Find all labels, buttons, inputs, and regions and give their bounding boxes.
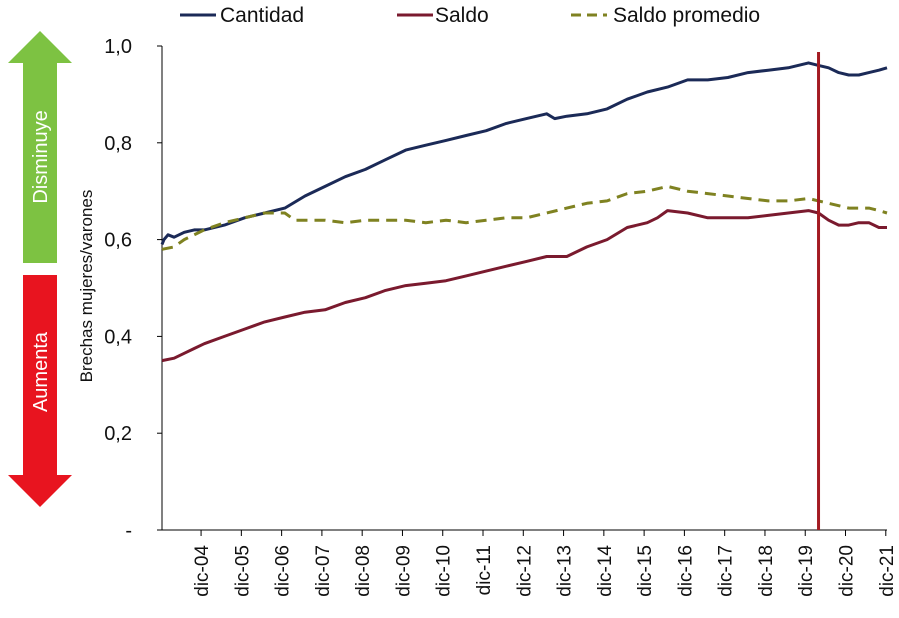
legend-label: Saldo promedio — [613, 4, 760, 27]
x-tick-label: dic-12 — [514, 545, 535, 597]
series-layer — [160, 61, 888, 363]
y-tick-label: 0,6 — [104, 230, 132, 252]
x-tick-label: dic-18 — [756, 545, 777, 597]
x-tick-label: dic-15 — [635, 545, 656, 597]
x-tick-label: dic-08 — [353, 545, 374, 597]
arrow-up-label: Disminuye — [30, 110, 52, 203]
legend: Cantidad Saldo Saldo promedio — [180, 4, 760, 27]
y-tick-labels: - 0,2 0,4 0,6 0,8 1,0 — [104, 36, 162, 542]
x-tick-label: dic-07 — [313, 545, 334, 597]
legend-label: Cantidad — [220, 4, 304, 27]
x-tick-label: dic-04 — [192, 545, 213, 597]
x-tick-label: dic-13 — [555, 545, 576, 597]
arrow-down-label: Aumenta — [30, 331, 52, 412]
x-tick-label: dic-11 — [474, 545, 495, 595]
y-tick-label: - — [125, 520, 132, 542]
x-tick-label: dic-09 — [393, 545, 414, 597]
y-tick-label: 0,4 — [104, 326, 132, 348]
x-tick-labels: dic-04 dic-05 dic-06 dic-07 dic-08 dic-09 dic-… — [192, 530, 898, 597]
y-tick-label: 0,2 — [104, 423, 132, 445]
series-line-saldo-promedio — [161, 184, 888, 251]
x-tick-label: dic-17 — [716, 545, 737, 597]
legend-label: Saldo — [435, 4, 489, 27]
x-tick-label: dic-05 — [232, 545, 253, 597]
series-line-cantidad — [160, 61, 888, 245]
y-tick-label: 0,8 — [104, 133, 132, 155]
arrow-down-icon — [8, 275, 72, 507]
x-tick-label: dic-20 — [837, 545, 858, 597]
x-tick-label: dic-19 — [796, 545, 817, 597]
y-tick-label: 1,0 — [104, 36, 132, 58]
x-tick-label: dic-06 — [273, 545, 294, 597]
side-arrows: Disminuye Aumenta — [8, 31, 72, 507]
x-tick-label: dic-21 — [877, 545, 898, 597]
x-tick-label: dic-16 — [675, 545, 696, 597]
x-tick-label: dic-10 — [434, 545, 455, 597]
x-tick-label: dic-14 — [595, 545, 616, 597]
arrow-up-icon — [8, 31, 72, 263]
series-line-saldo — [161, 209, 887, 363]
y-axis-title: Brechas mujeres/varones — [77, 190, 96, 383]
